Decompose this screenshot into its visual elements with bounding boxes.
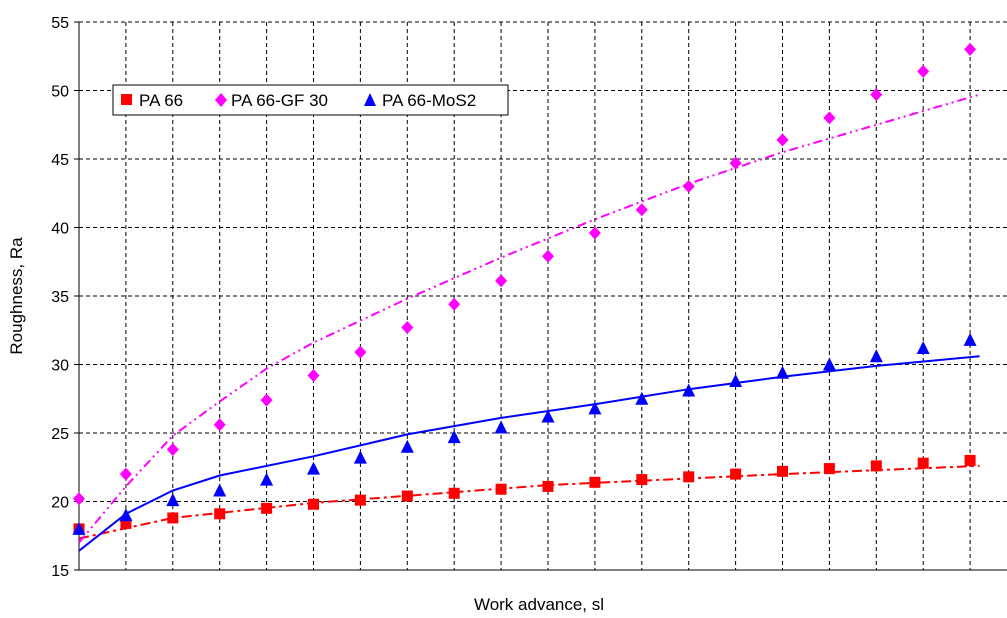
- data-point: [120, 517, 132, 529]
- data-point: [635, 203, 648, 217]
- data-point: [823, 463, 835, 475]
- data-point: [119, 508, 133, 522]
- data-point: [542, 249, 554, 263]
- trendlines: [78, 93, 980, 552]
- legend-marker-pa66-gf30: [215, 93, 227, 107]
- data-point: [776, 365, 789, 379]
- legend-label-pa66-mos2: PA 66-MoS2: [382, 91, 476, 110]
- y-tick-label: 25: [51, 426, 69, 443]
- data-point: [542, 480, 554, 492]
- y-tick-label: 55: [51, 15, 69, 32]
- y-tick-label: 40: [51, 221, 69, 238]
- trendline: [78, 355, 980, 552]
- y-tick-label: 30: [51, 358, 69, 375]
- x-axis-label: Work advance, sl: [474, 595, 604, 614]
- data-point: [72, 521, 86, 535]
- data-point: [166, 442, 179, 456]
- data-point: [401, 490, 413, 502]
- legend: PA 66 PA 66-GF 30 PA 66-MoS2: [112, 84, 509, 116]
- data-point: [823, 111, 836, 125]
- legend-marker-pa66-mos2: [364, 93, 376, 106]
- y-axis-label: Roughness, Ra: [7, 237, 26, 355]
- data-point: [730, 468, 742, 480]
- data-point: [307, 461, 320, 475]
- legend-label-pa66: PA 66: [139, 91, 183, 110]
- data-point: [401, 321, 414, 335]
- data-point: [963, 332, 977, 346]
- data-point: [494, 420, 508, 434]
- data-point: [964, 42, 977, 56]
- data-point: [400, 439, 414, 453]
- data-point: [166, 493, 180, 507]
- data-point: [308, 498, 319, 510]
- trendline: [78, 93, 980, 544]
- data-point: [307, 368, 320, 382]
- data-point: [354, 494, 366, 506]
- y-tick-label: 20: [51, 495, 69, 512]
- data-point: [729, 373, 743, 387]
- data-point: [167, 512, 179, 524]
- data-point: [964, 454, 976, 466]
- data-point: [589, 476, 601, 488]
- y-tick-label: 50: [51, 84, 69, 101]
- y-tick-label: 45: [51, 152, 69, 169]
- data-point: [588, 401, 602, 415]
- data-point: [260, 393, 273, 407]
- data-point: [683, 471, 695, 483]
- data-point: [495, 483, 507, 495]
- y-tick-label: 35: [51, 289, 69, 306]
- data-point: [870, 460, 882, 472]
- data-point: [822, 357, 836, 371]
- data-point: [682, 383, 696, 397]
- data-point: [917, 457, 929, 469]
- data-point: [447, 430, 461, 444]
- data-point: [916, 341, 930, 355]
- data-point: [448, 487, 460, 499]
- trendline: [78, 464, 980, 540]
- data-point: [260, 472, 274, 486]
- y-tick-label: 15: [51, 563, 69, 580]
- legend-label-pa66-gf30: PA 66-GF 30: [231, 91, 328, 110]
- data-point: [777, 465, 788, 477]
- data-point: [729, 156, 742, 170]
- data-point: [213, 483, 227, 497]
- data-point: [73, 492, 85, 506]
- legend-box: [112, 84, 509, 116]
- data-point: [635, 391, 649, 405]
- data-point: [917, 64, 930, 78]
- y-tick-labels: 15 20 25 30 35 40 45 50 55: [51, 15, 79, 580]
- data-point: [776, 133, 789, 147]
- data-point: [869, 349, 883, 363]
- data-point: [682, 179, 695, 193]
- data-point: [636, 474, 648, 486]
- legend-marker-pa66: [121, 94, 132, 105]
- data-point: [588, 226, 601, 240]
- data-point: [354, 345, 367, 359]
- data-point: [870, 88, 883, 102]
- data-point: [448, 297, 461, 311]
- data-point: [495, 274, 508, 288]
- data-point: [214, 508, 226, 520]
- data-point: [261, 502, 273, 514]
- data-point: [541, 409, 555, 423]
- data-markers: [72, 42, 977, 535]
- data-point: [353, 450, 367, 464]
- data-point: [213, 418, 226, 432]
- data-point: [119, 467, 132, 481]
